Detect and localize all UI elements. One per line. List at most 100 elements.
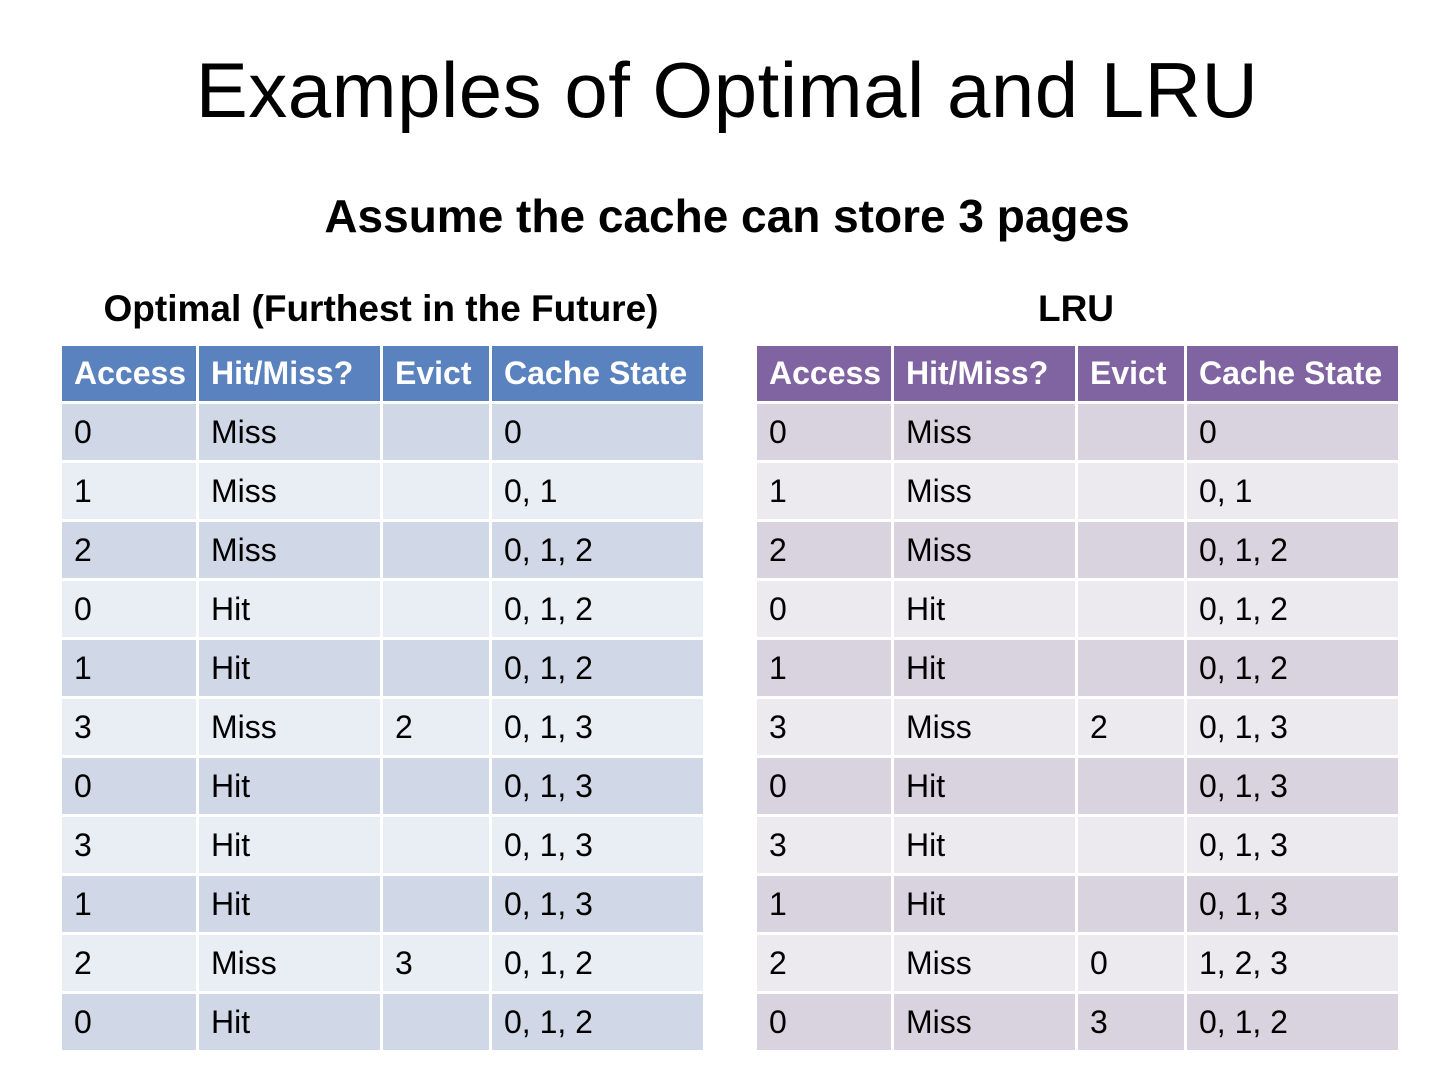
optimal-hit-miss-cell: Miss bbox=[196, 519, 383, 581]
lru-access-cell: 0 bbox=[754, 401, 894, 463]
lru-table-row: 1 Hit 0, 1, 2 bbox=[754, 637, 1401, 699]
lru-hit-miss-cell: Miss bbox=[891, 401, 1078, 463]
optimal-evict-cell: 3 bbox=[380, 932, 492, 994]
optimal-evict-cell bbox=[380, 873, 492, 935]
lru-access-cell: 1 bbox=[754, 873, 894, 935]
lru-evict-cell: 2 bbox=[1075, 696, 1187, 758]
lru-evict-cell: 3 bbox=[1075, 991, 1187, 1053]
optimal-hit-miss-cell: Hit bbox=[196, 814, 383, 876]
optimal-evict-cell bbox=[380, 460, 492, 522]
optimal-cache-state-cell: 0, 1 bbox=[489, 460, 706, 522]
optimal-evict-cell bbox=[380, 578, 492, 640]
optimal-access-cell: 0 bbox=[59, 755, 199, 817]
optimal-evict-cell bbox=[380, 991, 492, 1053]
lru-evict-cell bbox=[1075, 401, 1187, 463]
optimal-hit-miss-cell: Miss bbox=[196, 460, 383, 522]
optimal-table-heading: Optimal (Furthest in the Future) bbox=[103, 288, 659, 329]
lru-evict-cell bbox=[1075, 637, 1187, 699]
optimal-cache-state-cell: 0, 1, 3 bbox=[489, 696, 706, 758]
optimal-access-cell: 0 bbox=[59, 401, 199, 463]
optimal-column-header-cache-state: Cache State bbox=[489, 343, 706, 404]
lru-cache-state-cell: 0, 1, 2 bbox=[1184, 519, 1401, 581]
lru-table-row: 3 Miss 2 0, 1, 3 bbox=[754, 696, 1401, 758]
optimal-table: Access Hit/Miss? Evict Cache State 0 Miss… bbox=[59, 343, 706, 1053]
lru-table-row: 2 Miss 0, 1, 2 bbox=[754, 519, 1401, 581]
optimal-access-cell: 1 bbox=[59, 873, 199, 935]
lru-access-cell: 2 bbox=[754, 932, 894, 994]
lru-hit-miss-cell: Hit bbox=[891, 637, 1078, 699]
lru-hit-miss-cell: Miss bbox=[891, 991, 1078, 1053]
optimal-access-cell: 2 bbox=[59, 932, 199, 994]
optimal-access-cell: 1 bbox=[59, 460, 199, 522]
optimal-evict-cell bbox=[380, 755, 492, 817]
optimal-hit-miss-cell: Miss bbox=[196, 932, 383, 994]
lru-evict-cell bbox=[1075, 578, 1187, 640]
lru-cache-state-cell: 0, 1, 2 bbox=[1184, 637, 1401, 699]
slide-subtitle: Assume the cache can store 3 pages bbox=[324, 190, 1130, 242]
optimal-evict-cell: 2 bbox=[380, 696, 492, 758]
optimal-cache-state-cell: 0, 1, 2 bbox=[489, 578, 706, 640]
lru-hit-miss-cell: Miss bbox=[891, 696, 1078, 758]
optimal-cache-state-cell: 0, 1, 3 bbox=[489, 873, 706, 935]
optimal-cache-state-cell: 0, 1, 2 bbox=[489, 932, 706, 994]
optimal-column-header-access: Access bbox=[59, 343, 199, 404]
lru-evict-cell: 0 bbox=[1075, 932, 1187, 994]
slide-title: Examples of Optimal and LRU bbox=[195, 46, 1259, 134]
lru-access-cell: 3 bbox=[754, 814, 894, 876]
lru-cache-state-cell: 0 bbox=[1184, 401, 1401, 463]
lru-evict-cell bbox=[1075, 460, 1187, 522]
lru-table: Access Hit/Miss? Evict Cache State 0 Miss… bbox=[754, 343, 1401, 1053]
optimal-hit-miss-cell: Miss bbox=[196, 696, 383, 758]
lru-table-row: 0 Miss 3 0, 1, 2 bbox=[754, 991, 1401, 1053]
lru-hit-miss-cell: Miss bbox=[891, 932, 1078, 994]
lru-table-row: 1 Miss 0, 1 bbox=[754, 460, 1401, 522]
lru-hit-miss-cell: Hit bbox=[891, 755, 1078, 817]
lru-header-row: Access Hit/Miss? Evict Cache State bbox=[754, 343, 1401, 404]
lru-access-cell: 0 bbox=[754, 755, 894, 817]
optimal-cache-state-cell: 0 bbox=[489, 401, 706, 463]
lru-access-cell: 3 bbox=[754, 696, 894, 758]
lru-cache-state-cell: 0, 1, 3 bbox=[1184, 814, 1401, 876]
optimal-header-row: Access Hit/Miss? Evict Cache State bbox=[59, 343, 706, 404]
lru-table-row: 0 Hit 0, 1, 3 bbox=[754, 755, 1401, 817]
optimal-table-row: 2 Miss 3 0, 1, 2 bbox=[59, 932, 706, 994]
lru-table-row: 2 Miss 0 1, 2, 3 bbox=[754, 932, 1401, 994]
lru-table-row: 3 Hit 0, 1, 3 bbox=[754, 814, 1401, 876]
optimal-hit-miss-cell: Hit bbox=[196, 873, 383, 935]
optimal-table-row: 1 Hit 0, 1, 3 bbox=[59, 873, 706, 935]
optimal-hit-miss-cell: Hit bbox=[196, 755, 383, 817]
optimal-column-header-evict: Evict bbox=[380, 343, 492, 404]
optimal-access-cell: 1 bbox=[59, 637, 199, 699]
lru-hit-miss-cell: Hit bbox=[891, 873, 1078, 935]
optimal-cache-state-cell: 0, 1, 2 bbox=[489, 637, 706, 699]
lru-hit-miss-cell: Miss bbox=[891, 519, 1078, 581]
lru-table-row: 0 Miss 0 bbox=[754, 401, 1401, 463]
optimal-hit-miss-cell: Hit bbox=[196, 637, 383, 699]
optimal-evict-cell bbox=[380, 519, 492, 581]
optimal-hit-miss-cell: Miss bbox=[196, 401, 383, 463]
optimal-column-header-hit-miss: Hit/Miss? bbox=[196, 343, 383, 404]
optimal-table-row: 3 Hit 0, 1, 3 bbox=[59, 814, 706, 876]
lru-column-header-access: Access bbox=[754, 343, 894, 404]
optimal-cache-state-cell: 0, 1, 3 bbox=[489, 814, 706, 876]
optimal-evict-cell bbox=[380, 814, 492, 876]
lru-access-cell: 0 bbox=[754, 578, 894, 640]
lru-cache-state-cell: 0, 1, 2 bbox=[1184, 991, 1401, 1053]
optimal-access-cell: 3 bbox=[59, 696, 199, 758]
optimal-evict-cell bbox=[380, 401, 492, 463]
optimal-table-row: 2 Miss 0, 1, 2 bbox=[59, 519, 706, 581]
lru-evict-cell bbox=[1075, 755, 1187, 817]
lru-access-cell: 1 bbox=[754, 460, 894, 522]
optimal-access-cell: 3 bbox=[59, 814, 199, 876]
optimal-evict-cell bbox=[380, 637, 492, 699]
lru-cache-state-cell: 0, 1, 3 bbox=[1184, 696, 1401, 758]
lru-cache-state-cell: 0, 1, 2 bbox=[1184, 578, 1401, 640]
optimal-access-cell: 0 bbox=[59, 991, 199, 1053]
lru-cache-state-cell: 0, 1, 3 bbox=[1184, 873, 1401, 935]
lru-evict-cell bbox=[1075, 519, 1187, 581]
lru-access-cell: 1 bbox=[754, 637, 894, 699]
optimal-table-row: 3 Miss 2 0, 1, 3 bbox=[59, 696, 706, 758]
lru-table-row: 0 Hit 0, 1, 2 bbox=[754, 578, 1401, 640]
lru-column-header-hit-miss: Hit/Miss? bbox=[891, 343, 1078, 404]
